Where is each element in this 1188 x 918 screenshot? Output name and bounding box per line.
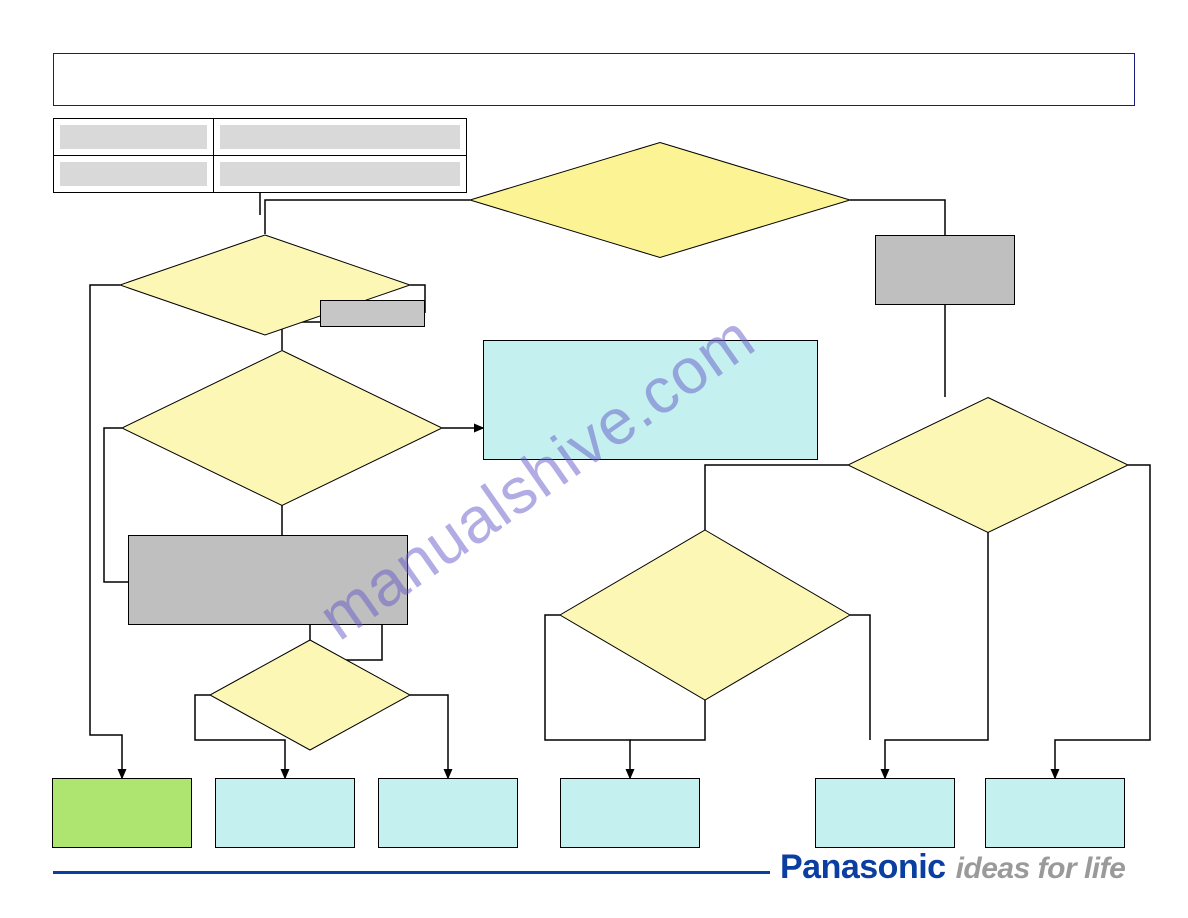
footer-brand: Panasonic ideas for life bbox=[780, 848, 1125, 887]
node-t1 bbox=[52, 778, 192, 848]
footer-divider bbox=[53, 871, 770, 874]
decision-d3 bbox=[122, 351, 442, 506]
node-r2 bbox=[875, 235, 1015, 305]
decision-d5 bbox=[560, 530, 850, 700]
node-r3 bbox=[483, 340, 818, 460]
node-r4 bbox=[128, 535, 408, 625]
node-t5 bbox=[815, 778, 955, 848]
node-r1 bbox=[320, 300, 425, 327]
node-t4 bbox=[560, 778, 700, 848]
node-t3 bbox=[378, 778, 518, 848]
flowchart-canvas: manualshive.com Panasonic ideas for life bbox=[0, 0, 1188, 918]
decision-d4 bbox=[848, 398, 1128, 533]
brand-tagline: ideas for life bbox=[956, 852, 1126, 886]
brand-logo-text: Panasonic bbox=[780, 848, 946, 887]
decision-d1 bbox=[470, 143, 850, 258]
node-t2 bbox=[215, 778, 355, 848]
decision-d6 bbox=[210, 640, 410, 750]
node-t6 bbox=[985, 778, 1125, 848]
